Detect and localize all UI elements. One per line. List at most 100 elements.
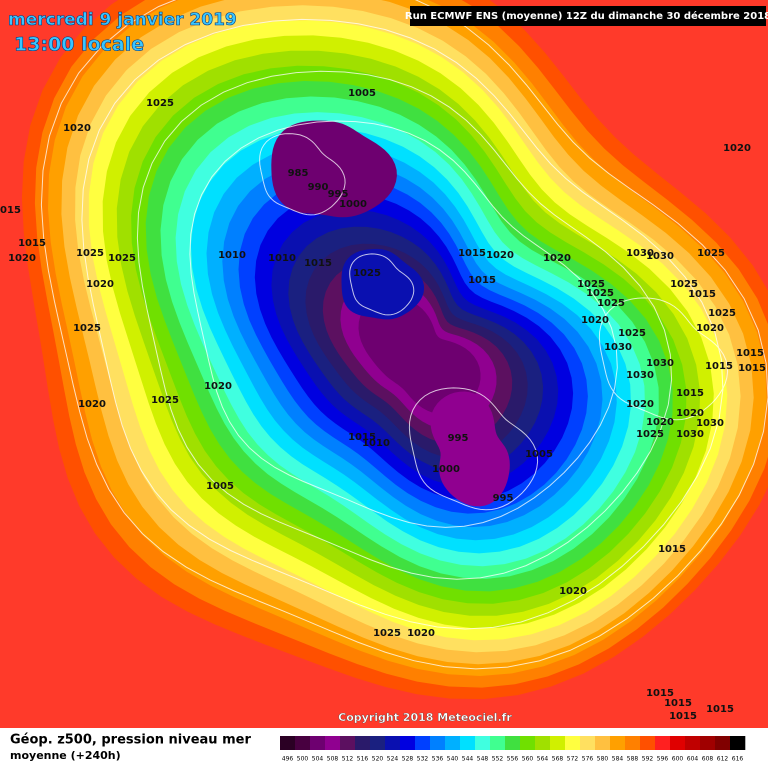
map-date: mercredi 9 janvier 2019	[8, 10, 237, 30]
isobar-label: 1015	[669, 711, 697, 722]
contour-fill	[271, 120, 397, 218]
isobar-label: 1015	[676, 388, 704, 399]
isobar-label: 1025	[73, 323, 101, 334]
scale-label: 544	[462, 756, 474, 763]
scale-swatch	[595, 736, 611, 750]
isobar-label: 1030	[676, 429, 704, 440]
scale-label: 524	[387, 756, 399, 763]
legend-title: Géop. z500, pression niveau mer	[10, 733, 251, 748]
isobar-label: 1030	[626, 248, 654, 259]
isobar-label: 1025	[108, 253, 136, 264]
isobar-label: 1025	[586, 288, 614, 299]
scale-label: 496	[282, 756, 294, 763]
scale-swatch	[415, 736, 431, 750]
isobar-label: 1005	[206, 481, 234, 492]
isobar-label: 1030	[626, 370, 654, 381]
isobar-line	[81, 18, 724, 630]
isobar-label: 1025	[636, 429, 664, 440]
isobar-label: 1015	[0, 205, 21, 216]
scale-label: 556	[507, 756, 519, 763]
isobar-label: 985	[288, 168, 309, 179]
scale-label: 616	[732, 756, 744, 763]
isobar-label: 1030	[604, 342, 632, 353]
scale-swatch	[715, 736, 731, 750]
isobar-label: 1020	[486, 250, 514, 261]
isobar-line	[136, 70, 673, 580]
scale-swatch	[535, 736, 551, 750]
contour-fill	[430, 391, 510, 507]
scale-swatch	[310, 736, 326, 750]
isobar-label: 1015	[658, 544, 686, 555]
scale-label: 504	[312, 756, 324, 763]
isobar-label: 1025	[76, 248, 104, 259]
scale-swatch	[625, 736, 641, 750]
scale-swatch	[550, 736, 566, 750]
isobar-label: 995	[448, 433, 469, 444]
scale-swatch	[640, 736, 656, 750]
scale-swatch	[580, 736, 596, 750]
scale-swatch	[655, 736, 671, 750]
scale-label: 592	[642, 756, 654, 763]
scale-swatch	[460, 736, 476, 750]
isobar-label: 1020	[8, 253, 36, 264]
scale-swatch	[610, 736, 626, 750]
isobar-label: 1015	[705, 361, 733, 372]
isobar-label: 1000	[339, 199, 367, 210]
isobar-label: 1015	[688, 289, 716, 300]
scale-swatch	[490, 736, 506, 750]
scale-label: 576	[582, 756, 594, 763]
isobar-label: 990	[308, 182, 329, 193]
isobar-lines	[40, 0, 768, 670]
isobar-label: 1030	[646, 358, 674, 369]
isobar-label: 1030	[646, 251, 674, 262]
scale-label: 580	[597, 756, 609, 763]
isobar-label: 1015	[664, 698, 692, 709]
isobar-line	[40, 0, 768, 670]
isobar-label: 1010	[362, 438, 390, 449]
isobar-label: 1015	[18, 238, 46, 249]
scale-label: 512	[342, 756, 354, 763]
isobar-label: 1020	[723, 143, 751, 154]
run-info-box	[410, 6, 766, 26]
map-time: 13:00 locale	[14, 34, 144, 56]
isobar-label: 1020	[204, 381, 232, 392]
scale-swatch	[280, 736, 296, 750]
contour-fill	[358, 296, 481, 415]
scale-swatch	[505, 736, 521, 750]
isobar-label: 1005	[525, 449, 553, 460]
scale-label: 572	[567, 756, 579, 763]
isobar-label: 1020	[407, 628, 435, 639]
isobar-label: 1020	[559, 586, 587, 597]
scale-label: 588	[627, 756, 639, 763]
isobar-label: 1010	[218, 250, 246, 261]
isobar-label: 1015	[304, 258, 332, 269]
isobar-label: 1010	[268, 253, 296, 264]
isobar-label: 1030	[696, 418, 724, 429]
scale-label: 548	[477, 756, 489, 763]
scale-swatch	[730, 736, 746, 750]
isobar-label: 1025	[373, 628, 401, 639]
scale-swatch	[325, 736, 341, 750]
isobar-label: 1025	[697, 248, 725, 259]
scale-swatch	[565, 736, 581, 750]
scale-swatch	[700, 736, 716, 750]
isobar-label: 995	[328, 189, 349, 200]
scale-swatch	[430, 736, 446, 750]
isobar-label: 1020	[676, 408, 704, 419]
scale-swatch	[685, 736, 701, 750]
scale-label: 600	[672, 756, 684, 763]
scale-label: 596	[657, 756, 669, 763]
isobar-label: 1020	[543, 253, 571, 264]
scale-swatch	[295, 736, 311, 750]
isobar-label: 1005	[348, 88, 376, 99]
isobar-label: 1015	[348, 432, 376, 443]
scale-label: 584	[612, 756, 624, 763]
isobar-labels: 1005102510201020985990995100010151015102…	[0, 88, 766, 722]
isobar-label: 1020	[78, 399, 106, 410]
contour-fill	[341, 248, 425, 320]
run-info: Run ECMWF ENS (moyenne) 12Z du dimanche …	[405, 10, 768, 22]
scale-label: 528	[402, 756, 414, 763]
isobar-label: 1015	[738, 363, 766, 374]
scale-label: 520	[372, 756, 384, 763]
scale-label: 608	[702, 756, 714, 763]
